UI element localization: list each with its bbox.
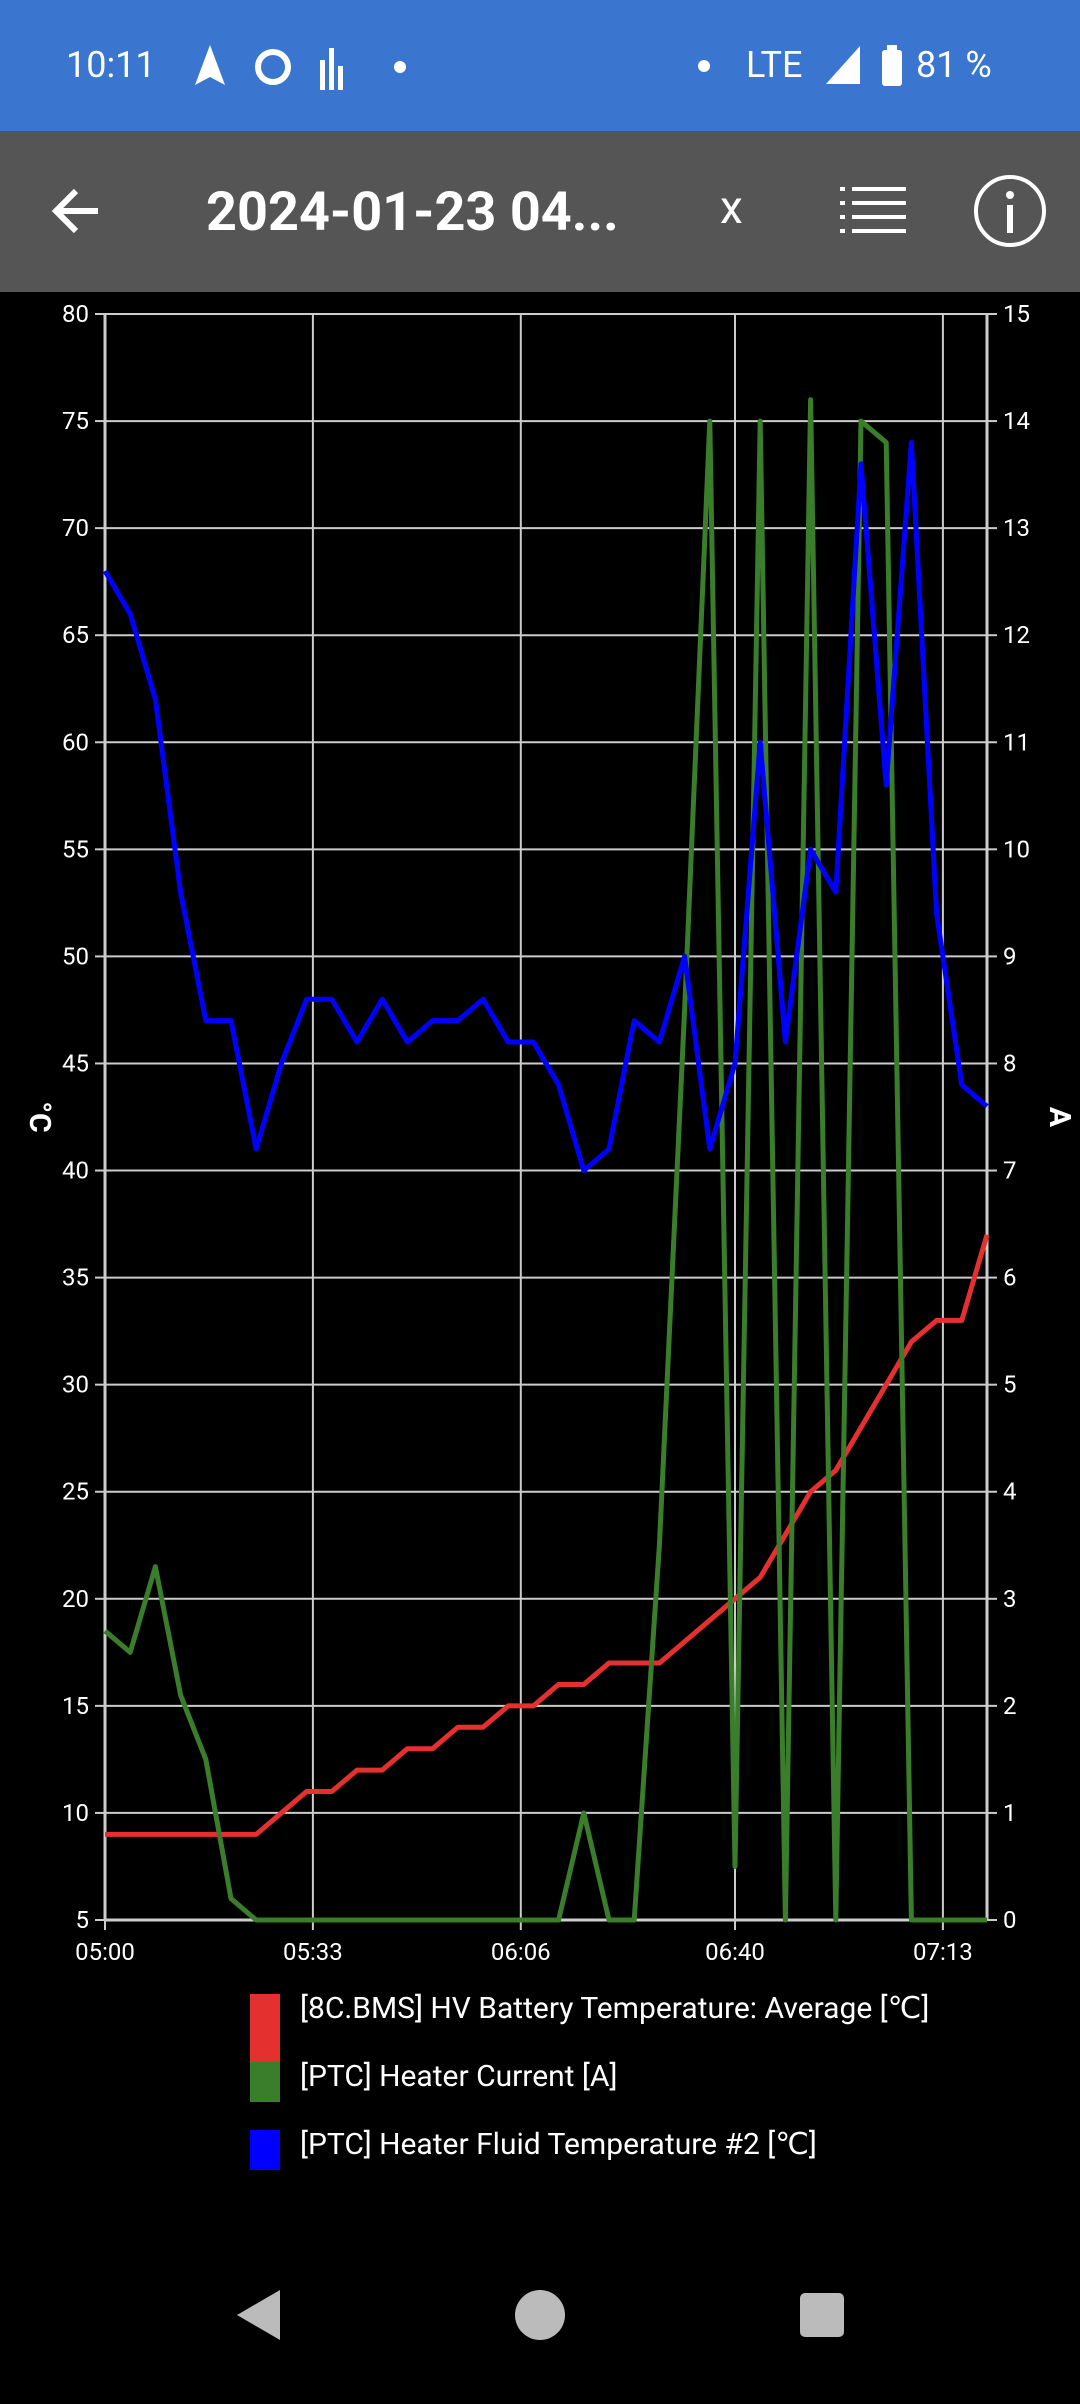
dot <box>698 60 710 72</box>
nav-back[interactable] <box>237 2290 280 2340</box>
y2-tick-label: 2 <box>1003 1692 1017 1720</box>
x-tick-label: 05:33 <box>283 1938 343 1966</box>
series-line <box>103 397 987 1923</box>
status-icons <box>195 45 406 90</box>
network: LTE <box>746 44 803 86</box>
legend-label: [PTC] Heater Current [A] <box>300 2059 618 2094</box>
legend-swatch <box>250 1994 280 2072</box>
legend-label: [PTC] Heater Fluid Temperature #2 [℃] <box>300 2127 817 2162</box>
y2-tick-label: 13 <box>1003 514 1030 542</box>
y2-tick-label: 1 <box>1003 1799 1017 1827</box>
legend-swatch <box>250 2062 280 2102</box>
y-tick-label: 50 <box>62 942 89 970</box>
legend-label: [8C.BMS] HV Battery Temperature: Average… <box>300 1991 930 2026</box>
y-axis-title: °C <box>22 1101 57 1132</box>
legend-item: [PTC] Heater Fluid Temperature #2 [℃] <box>250 2126 950 2170</box>
y2-tick-label: 14 <box>1003 407 1030 435</box>
legend-item: [PTC] Heater Current [A] <box>250 2058 950 2102</box>
y2-tick-label: 10 <box>1003 835 1030 863</box>
y2-tick-label: 7 <box>1003 1157 1017 1185</box>
series-line <box>105 1234 990 1837</box>
y-tick-label: 35 <box>62 1264 89 1292</box>
y-tick-label: 75 <box>62 407 89 435</box>
info-button[interactable] <box>970 171 1050 251</box>
y-tick-label: 65 <box>62 621 89 649</box>
y-tick-label: 45 <box>62 1049 89 1077</box>
legend-swatch <box>250 2130 280 2170</box>
y-tick-label: 60 <box>62 728 89 756</box>
y-tick-label: 80 <box>62 300 89 328</box>
y-tick-label: 5 <box>76 1906 90 1934</box>
clock: 10:11 <box>66 44 156 86</box>
y-tick-label: 10 <box>62 1799 89 1827</box>
list-button[interactable] <box>836 183 916 243</box>
x-tick-label: 05:00 <box>75 1938 135 1966</box>
nav-recents[interactable] <box>800 2293 844 2337</box>
y2-axis-title: A <box>1042 1107 1077 1128</box>
y2-tick-label: 3 <box>1003 1585 1017 1613</box>
nav-icons <box>237 2290 844 2340</box>
back-button[interactable] <box>48 181 108 241</box>
app-bar: 2024-01-23 04... x <box>0 131 1080 292</box>
x-tick-label: 07:13 <box>913 1938 973 1966</box>
nav-bar <box>0 2250 1080 2400</box>
battery: 81 % <box>916 44 992 86</box>
x-tick-label: 06:06 <box>491 1938 551 1966</box>
y2-tick-label: 5 <box>1003 1371 1017 1399</box>
y2-tick-label: 9 <box>1003 942 1017 970</box>
title: 2024-01-23 04... <box>206 181 619 244</box>
status-bar: 10:11 LTE 81 % <box>0 0 1080 131</box>
x-tick-label: 06:40 <box>705 1938 765 1966</box>
legend: [8C.BMS] HV Battery Temperature: Average… <box>250 1990 950 2194</box>
close-button[interactable]: x <box>720 181 743 235</box>
y-tick-label: 20 <box>62 1585 89 1613</box>
y-tick-label: 70 <box>62 514 89 542</box>
y2-tick-label: 4 <box>1003 1478 1017 1506</box>
nav-home[interactable] <box>515 2290 565 2340</box>
y2-tick-label: 12 <box>1003 621 1030 649</box>
y-tick-label: 25 <box>62 1478 89 1506</box>
signal-battery <box>826 45 902 86</box>
y2-tick-label: 0 <box>1003 1906 1017 1934</box>
legend-item: [8C.BMS] HV Battery Temperature: Average… <box>250 1990 950 2072</box>
series-line <box>102 439 989 1174</box>
y2-tick-label: 6 <box>1003 1264 1017 1292</box>
y-tick-label: 30 <box>62 1371 89 1399</box>
y2-tick-label: 8 <box>1003 1049 1017 1077</box>
y-tick-label: 55 <box>62 835 89 863</box>
y2-tick-label: 15 <box>1003 300 1030 328</box>
y-tick-label: 15 <box>62 1692 89 1720</box>
chart: °C A 51015202530354045505560657075800123… <box>22 300 1077 1966</box>
y2-tick-label: 11 <box>1003 728 1030 756</box>
y-tick-label: 40 <box>62 1157 89 1185</box>
